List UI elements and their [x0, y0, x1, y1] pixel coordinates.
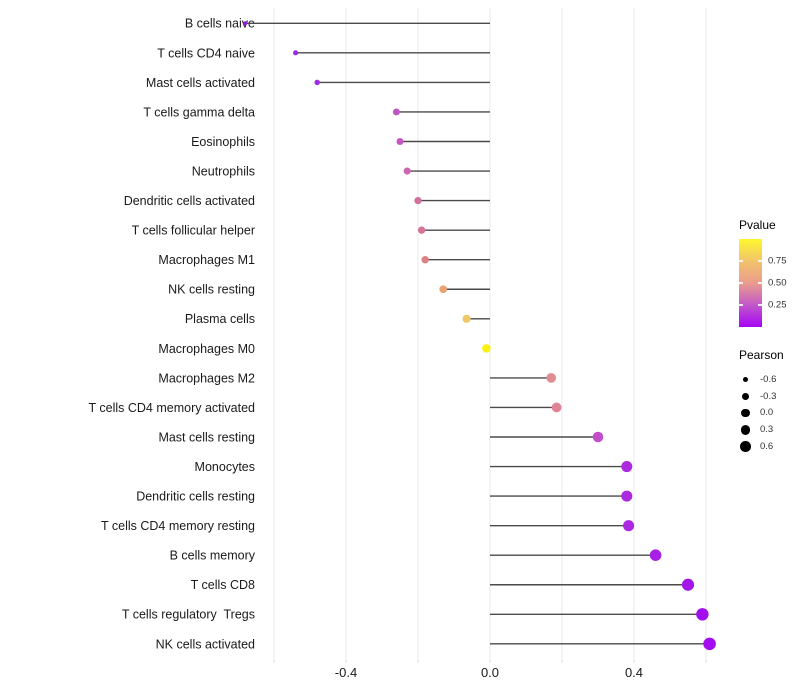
- lollipop-dot: [623, 520, 635, 532]
- category-label: Macrophages M1: [158, 253, 255, 267]
- pearson-key-dot: [742, 376, 749, 382]
- lollipop-dot: [243, 21, 248, 26]
- lollipop-dot: [417, 226, 426, 234]
- gradient-tick: [739, 260, 743, 262]
- x-tick-label: 0.0: [481, 665, 499, 680]
- category-label: NK cells activated: [156, 637, 255, 651]
- lollipop-dot: [396, 138, 404, 145]
- pearson-key-cell: [738, 422, 753, 437]
- lollipop-dot: [421, 255, 429, 264]
- pearson-legend-entry: 0.0: [738, 405, 800, 422]
- pvalue-gradient-bar: [739, 239, 762, 327]
- category-label: T cells CD4 memory activated: [89, 401, 256, 415]
- lollipop-dot: [392, 108, 400, 116]
- gradient-tick: [739, 304, 743, 306]
- category-label: Macrophages M2: [158, 371, 255, 385]
- lollipop-dot: [703, 637, 716, 651]
- pvalue-tick-label: 0.25: [768, 299, 787, 311]
- pearson-key-cell: [738, 389, 753, 404]
- lollipop-dot: [546, 373, 557, 383]
- lollipop-dot: [649, 549, 662, 561]
- category-label: T cells regulatory Tregs: [122, 608, 255, 622]
- lollipop-dot: [462, 314, 471, 323]
- category-label: T cells follicular helper: [132, 224, 255, 238]
- x-tick-label: -0.4: [335, 665, 357, 680]
- pearson-key-label: 0.3: [760, 424, 774, 436]
- category-label: Mast cells activated: [146, 76, 255, 90]
- category-label: Plasma cells: [185, 312, 255, 326]
- lollipop-dot: [482, 344, 491, 353]
- lollipop-dot: [314, 79, 320, 86]
- pearson-legend-entry: -0.6: [738, 371, 800, 388]
- category-label: T cells CD4 memory resting: [101, 519, 255, 533]
- category-label: T cells CD4 naive: [157, 46, 255, 60]
- pearson-key-cell: [738, 439, 753, 454]
- category-label: NK cells resting: [168, 283, 255, 297]
- pearson-legend: Pearson -0.6 -0.3 0.0 0.3 0.6: [738, 348, 800, 455]
- category-label: Mast cells resting: [158, 430, 255, 444]
- lollipop-dot: [439, 285, 448, 294]
- category-label: T cells gamma delta: [143, 105, 255, 119]
- gradient-tick: [758, 282, 762, 284]
- pearson-key-label: -0.3: [760, 390, 777, 402]
- lollipop-dot: [696, 608, 709, 621]
- pearson-key-cell: [738, 405, 753, 420]
- pearson-key-label: 0.6: [760, 441, 774, 453]
- category-label: T cells CD8: [191, 578, 255, 592]
- pearson-key-label: -0.6: [760, 373, 777, 385]
- pvalue-gradient-wrap: 0.75 0.50 0.25: [738, 239, 798, 327]
- pearson-legend-entry: 0.6: [738, 438, 800, 455]
- pvalue-legend: Pvalue 0.75 0.50 0.25: [738, 218, 800, 327]
- category-label: Dendritic cells activated: [124, 194, 255, 208]
- lollipop-dot: [681, 578, 695, 591]
- pvalue-tick-label: 0.75: [768, 255, 787, 267]
- pearson-key-cell: [738, 372, 753, 387]
- category-label: Eosinophils: [191, 135, 255, 149]
- pearson-legend-entry: -0.3: [738, 388, 800, 405]
- lollipop-dot: [403, 167, 411, 175]
- lollipop-dot: [293, 50, 299, 56]
- pearson-key-dot: [740, 424, 751, 435]
- category-label: Monocytes: [195, 460, 255, 474]
- lollipop-dot: [592, 431, 604, 443]
- gradient-tick: [739, 282, 743, 284]
- lollipop-dot: [621, 490, 633, 502]
- pvalue-tick-label: 0.50: [768, 277, 787, 289]
- category-label: Neutrophils: [192, 164, 255, 178]
- category-label: Dendritic cells resting: [136, 490, 255, 504]
- pearson-key-label: 0.0: [760, 407, 774, 419]
- pearson-key-dot: [742, 392, 749, 400]
- pearson-key-dot: [741, 408, 750, 418]
- category-label: B cells memory: [170, 549, 256, 563]
- pearson-legend-entry: 0.3: [738, 421, 800, 438]
- category-label: B cells naive: [185, 17, 255, 31]
- lollipop-dot: [414, 196, 422, 205]
- lollipop-dot: [621, 461, 633, 473]
- legend-panel: Pvalue 0.75 0.50 0.25 Pearson -0.6 -0.3 0.0 0…: [738, 218, 800, 455]
- pvalue-legend-title: Pvalue: [739, 218, 776, 232]
- gradient-tick: [758, 260, 762, 262]
- gradient-tick: [758, 304, 762, 306]
- pearson-key-dot: [740, 441, 751, 452]
- pearson-legend-title: Pearson: [739, 348, 784, 362]
- lollipop-dot: [551, 402, 562, 413]
- category-label: Macrophages M0: [158, 342, 255, 356]
- x-tick-label: 0.4: [625, 665, 643, 680]
